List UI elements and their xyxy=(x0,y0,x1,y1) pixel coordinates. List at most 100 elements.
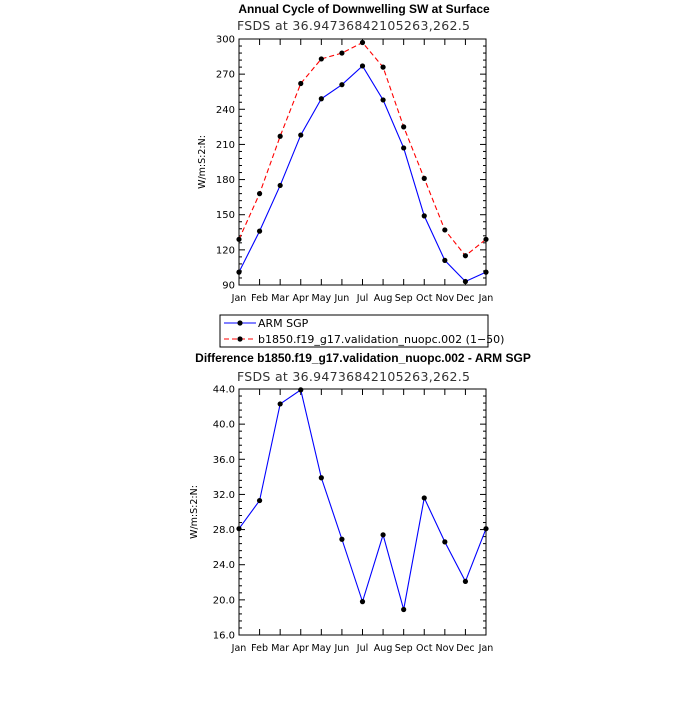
chart2-data-point xyxy=(236,526,242,532)
chart1-xtick-label: Nov xyxy=(436,293,455,304)
chart1-data-point xyxy=(236,236,242,242)
chart1-y-axis-label: W/m:S:2:N: xyxy=(197,135,208,189)
chart1-data-point xyxy=(483,269,489,275)
chart2-data-point xyxy=(462,578,469,585)
chart1-xtick-label: Apr xyxy=(293,293,310,304)
chart2-xtick-label: Dec xyxy=(456,643,474,654)
chart2-data-point xyxy=(380,532,386,538)
chart2-xtick-label: Mar xyxy=(271,643,289,654)
chart2-subtitle: FSDS at 36.94736842105263,262.5 xyxy=(237,369,470,384)
chart2-ytick-label: 40.0 xyxy=(213,420,235,431)
chart1-data-point xyxy=(462,278,469,285)
chart1-subtitle: FSDS at 36.94736842105263,262.5 xyxy=(237,18,470,33)
chart1-xtick-label: Sep xyxy=(395,293,413,304)
chart2-xtick-label: Jan xyxy=(478,643,494,654)
chart1-ytick-label: 120 xyxy=(216,245,235,256)
chart2-data-point xyxy=(339,536,345,542)
legend-box xyxy=(219,314,489,348)
chart1-data-point xyxy=(236,269,242,275)
chart1-data-point xyxy=(318,96,324,102)
chart1-data-point xyxy=(421,175,427,181)
chart2-ytick-label: 16.0 xyxy=(213,631,235,642)
legend-marker-0 xyxy=(237,320,243,326)
chart1-xtick-label: Jul xyxy=(356,293,368,304)
chart1-xtick-label: Oct xyxy=(416,293,433,304)
chart2-ytick-label: 44.0 xyxy=(213,385,235,396)
chart2-xtick-label: Apr xyxy=(293,643,310,654)
chart1-xtick-label: Jan xyxy=(478,293,494,304)
chart2-xtick-label: Feb xyxy=(251,643,268,654)
chart2-xtick-label: Jun xyxy=(333,643,349,654)
chart1-data-point xyxy=(380,64,386,70)
chart1-data-point xyxy=(442,257,448,263)
chart2-ytick-label: 32.0 xyxy=(213,490,235,501)
chart2-ytick-label: 20.0 xyxy=(213,595,235,606)
chart2-data-point xyxy=(401,606,407,613)
chart1-xtick-label: May xyxy=(312,293,332,304)
chart2-title: Difference b1850.f19_g17.validation_nuop… xyxy=(195,351,531,365)
chart2-xtick-label: Jan xyxy=(231,643,247,654)
chart1-data-point xyxy=(318,56,324,62)
chart1-frame xyxy=(238,38,487,286)
chart2-data-point xyxy=(298,387,304,393)
chart1-data-point xyxy=(421,213,427,219)
chart1-data-point xyxy=(359,39,366,46)
chart2-data-point xyxy=(421,495,427,501)
chart2-ytick-label: 36.0 xyxy=(213,455,235,466)
chart1-xtick-label: Jan xyxy=(231,293,247,304)
chart1-ytick-label: 270 xyxy=(216,70,235,81)
chart1-data-point xyxy=(483,236,489,242)
chart1-xtick-label: Jun xyxy=(333,293,349,304)
chart1-data-point xyxy=(462,253,469,259)
chart2-xtick-label: Jul xyxy=(356,643,368,654)
chart1-ytick-label: 150 xyxy=(216,210,235,221)
chart2-data-point xyxy=(318,475,324,481)
chart1-ytick-label: 180 xyxy=(216,175,235,186)
chart1-data-point xyxy=(277,133,283,139)
chart1-xtick-label: Dec xyxy=(456,293,474,304)
chart1-xtick-label: Mar xyxy=(271,293,289,304)
legend: ARM SGP b1850.f19_g17.validation_nuopc.00… xyxy=(219,314,504,348)
chart2-ytick-label: 28.0 xyxy=(213,525,235,536)
chart1-xtick-label: Feb xyxy=(251,293,268,304)
chart2-xtick-label: Nov xyxy=(436,643,455,654)
chart1-ytick-label: 90 xyxy=(222,281,235,292)
chart1-data-point xyxy=(380,97,386,103)
chart1-ytick-label: 240 xyxy=(216,105,235,116)
chart2-data-point xyxy=(277,401,283,407)
chart1-series-line-1 xyxy=(238,41,487,257)
chart1-data-point xyxy=(442,227,448,233)
chart1-ytick-label: 300 xyxy=(216,35,235,46)
chart2-data-point xyxy=(442,539,448,545)
chart1-series-line-0 xyxy=(238,65,487,283)
chart2-data-point xyxy=(359,599,366,605)
chart1-data-point xyxy=(298,80,304,87)
chart2-series-line-0 xyxy=(238,388,487,610)
chart1-data-point xyxy=(277,182,283,189)
chart1-data-point xyxy=(256,228,263,234)
chart1-data-point xyxy=(359,63,366,69)
legend-marker-1 xyxy=(237,336,243,342)
chart1-data-point xyxy=(401,145,407,151)
chart2-xtick-label: Aug xyxy=(374,643,393,654)
chart1-title: Annual Cycle of Downwelling SW at Surfac… xyxy=(238,2,490,16)
chart2-y-axis-label: W/m:S:2:N: xyxy=(189,485,200,539)
chart1-xtick-label: Aug xyxy=(374,293,393,304)
chart2-xtick-label: May xyxy=(312,643,332,654)
chart2-data-point xyxy=(256,497,263,504)
legend-label-0: ARM SGP xyxy=(258,317,309,330)
chart1-data-point xyxy=(339,50,345,56)
chart1-data-point xyxy=(401,124,407,130)
chart2-ytick-label: 24.0 xyxy=(213,560,235,571)
chart2-data-point xyxy=(483,526,489,532)
legend-label-1: b1850.f19_g17.validation_nuopc.002 (1−50… xyxy=(258,333,504,346)
chart1-data-point xyxy=(298,132,304,138)
chart1-data-point xyxy=(339,82,345,88)
chart1-data-point xyxy=(256,191,263,197)
chart2-xtick-label: Oct xyxy=(416,643,433,654)
chart1-ytick-label: 210 xyxy=(216,140,235,151)
